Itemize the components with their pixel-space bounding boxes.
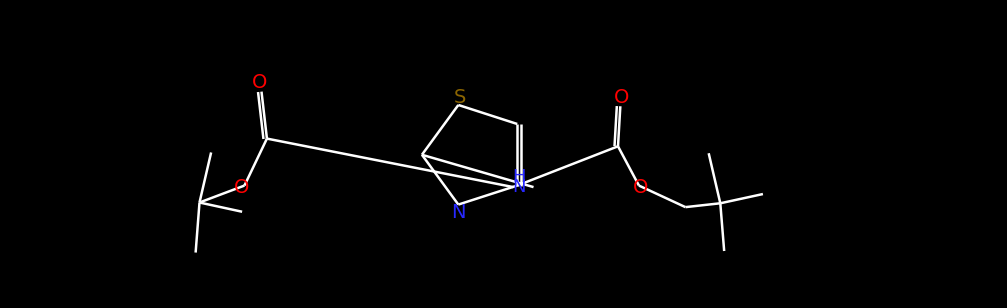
Text: O: O xyxy=(234,178,249,197)
Text: O: O xyxy=(632,178,649,197)
Text: O: O xyxy=(614,87,629,107)
Text: N: N xyxy=(451,203,465,222)
Text: N: N xyxy=(512,178,526,196)
Text: S: S xyxy=(454,88,466,107)
Text: O: O xyxy=(253,73,268,92)
Text: H: H xyxy=(512,168,526,186)
